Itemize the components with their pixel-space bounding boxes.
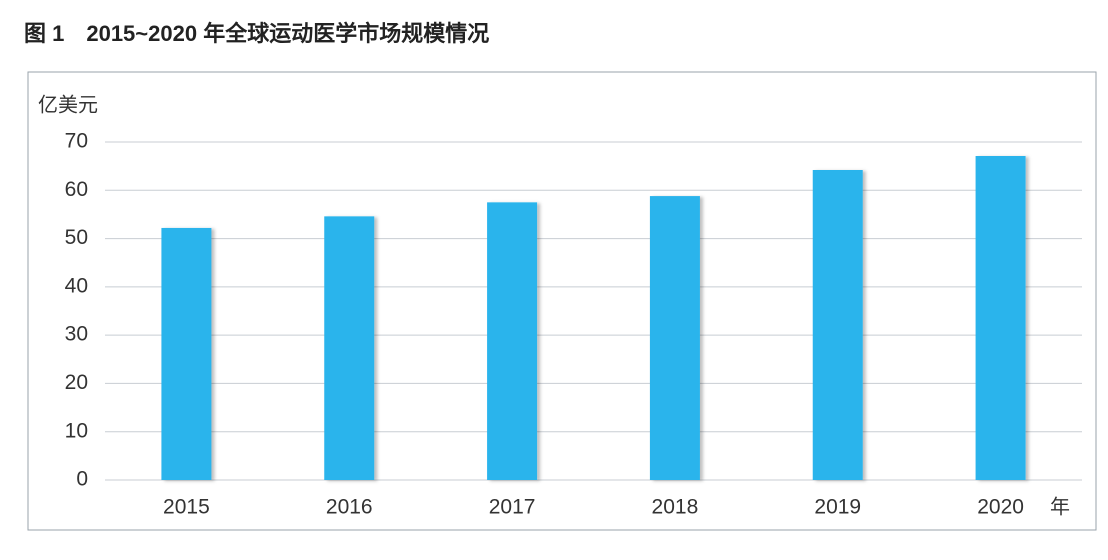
bar — [649, 196, 700, 480]
bar — [487, 202, 538, 480]
bar — [975, 156, 1026, 480]
x-tick-label: 2018 — [652, 496, 699, 519]
bar — [324, 216, 375, 481]
x-axis-unit: 年 — [1050, 495, 1070, 518]
chart-frame — [27, 71, 1097, 531]
x-tick-label: 2016 — [326, 496, 373, 519]
chart-title: 图 1 2015~2020 年全球运动医学市场规模情况 — [24, 21, 489, 46]
y-tick-label: 50 — [65, 226, 88, 249]
x-tick-label: 2019 — [814, 496, 861, 519]
y-tick-label: 40 — [65, 274, 88, 297]
y-axis-unit: 亿美元 — [38, 93, 98, 116]
bar — [812, 170, 863, 480]
bar — [161, 227, 212, 480]
y-tick-label: 60 — [65, 178, 88, 201]
y-tick-label: 0 — [76, 468, 88, 491]
x-tick-label: 2020 — [977, 496, 1024, 519]
y-tick-label: 20 — [65, 371, 88, 394]
y-tick-label: 10 — [65, 419, 88, 442]
y-tick-label: 70 — [65, 130, 88, 153]
x-tick-label: 2017 — [489, 496, 536, 519]
y-tick-label: 30 — [65, 323, 88, 346]
x-tick-label: 2015 — [163, 496, 210, 519]
